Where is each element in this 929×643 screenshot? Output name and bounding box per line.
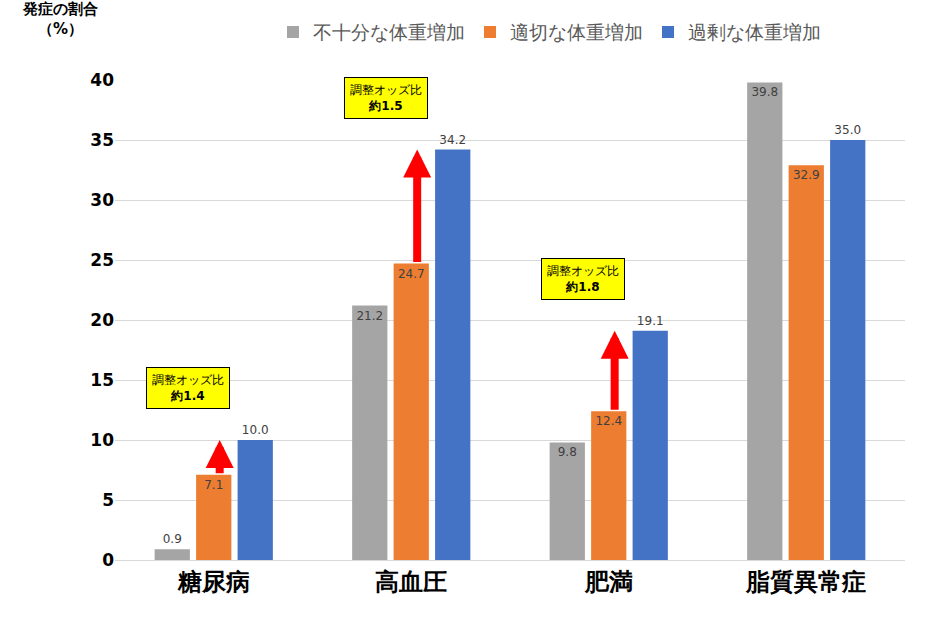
svg-text:0.9: 0.9: [163, 532, 182, 546]
svg-text:調整オッズ比約1.8: 調整オッズ比約1.8: [547, 264, 619, 294]
svg-text:19.1: 19.1: [637, 314, 664, 328]
svg-text:35.0: 35.0: [834, 123, 861, 137]
svg-text:10.0: 10.0: [242, 423, 269, 437]
svg-text:適切な体重増加: 適切な体重増加: [510, 21, 643, 43]
svg-text:5: 5: [102, 490, 114, 510]
svg-text:15: 15: [90, 370, 114, 390]
svg-text:39.8: 39.8: [751, 85, 778, 99]
svg-text:12.4: 12.4: [595, 414, 622, 428]
svg-text:35: 35: [90, 130, 114, 150]
svg-text:糖尿病: 糖尿病: [177, 568, 250, 596]
svg-text:25: 25: [90, 250, 114, 270]
svg-text:40: 40: [90, 70, 114, 90]
svg-text:発症の割合（%）: 発症の割合（%）: [22, 0, 98, 38]
svg-text:20: 20: [90, 310, 114, 330]
svg-text:10: 10: [90, 430, 114, 450]
svg-text:21.2: 21.2: [356, 309, 383, 323]
svg-text:調整オッズ比約1.5: 調整オッズ比約1.5: [350, 83, 422, 113]
svg-text:9.8: 9.8: [558, 445, 577, 459]
svg-text:0: 0: [102, 550, 114, 570]
svg-text:調整オッズ比約1.4: 調整オッズ比約1.4: [152, 373, 224, 403]
svg-text:過剰な体重増加: 過剰な体重増加: [688, 21, 821, 43]
svg-text:脂質異常症: 脂質異常症: [745, 568, 866, 596]
svg-text:不十分な体重増加: 不十分な体重増加: [313, 21, 465, 43]
svg-text:30: 30: [90, 190, 114, 210]
svg-text:高血圧: 高血圧: [375, 568, 447, 596]
svg-text:32.9: 32.9: [793, 168, 820, 182]
svg-text:7.1: 7.1: [204, 478, 223, 492]
svg-text:24.7: 24.7: [398, 267, 425, 281]
svg-text:肥満: 肥満: [584, 568, 633, 596]
svg-text:34.2: 34.2: [439, 133, 466, 147]
